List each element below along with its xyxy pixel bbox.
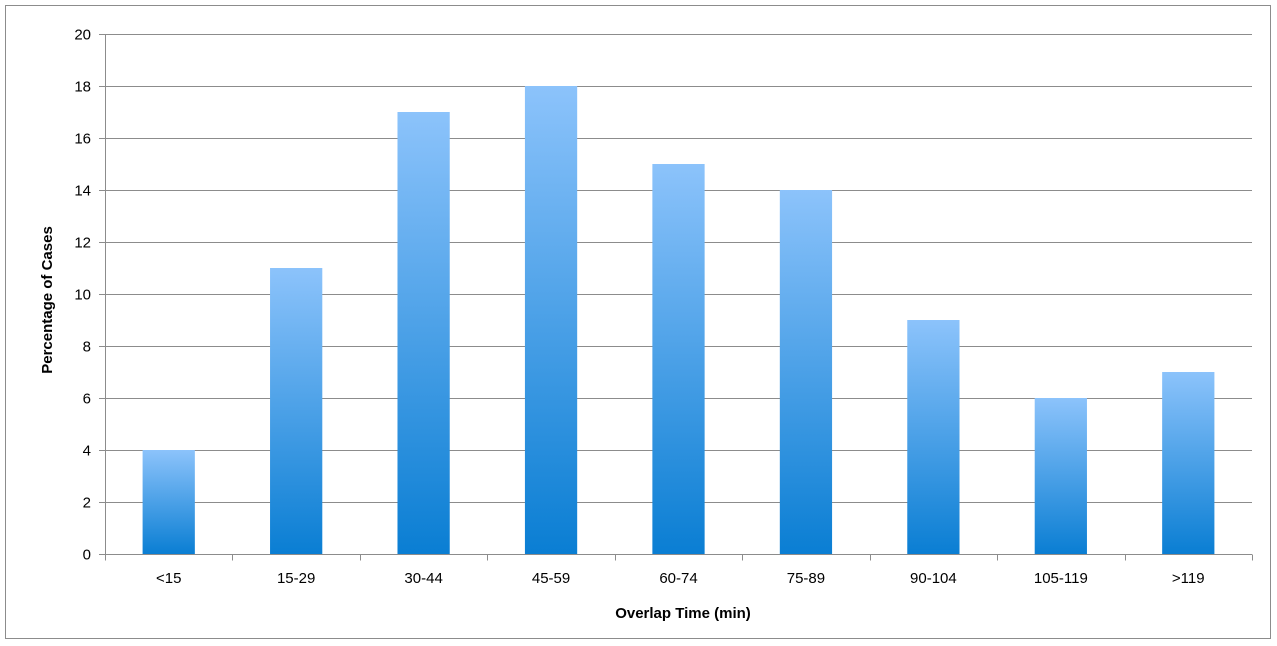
y-tick-label: 0 (83, 547, 91, 564)
x-tick-label: 15-29 (277, 570, 315, 587)
bar-5 (779, 190, 833, 554)
y-tick-label: 14 (74, 183, 91, 200)
bar-7 (1034, 398, 1087, 554)
y-tick-label: 8 (83, 339, 91, 356)
x-tick-label: 45-59 (532, 570, 570, 587)
bar-4 (652, 164, 705, 554)
y-tick-labels: 0 2 4 6 8 10 12 14 16 18 20 (74, 27, 91, 564)
bar-6 (907, 320, 960, 554)
y-tick-label: 10 (74, 287, 91, 304)
y-tick-label: 2 (83, 495, 91, 512)
y-tick-label: 12 (74, 235, 91, 252)
x-tick-labels: <15 15-29 30-44 45-59 60-74 75-89 90-104 105-11… (156, 570, 1205, 587)
axes (99, 34, 1253, 561)
bar-3 (524, 86, 578, 554)
x-tick-label: 90-104 (910, 570, 957, 587)
x-tick-label: <15 (156, 570, 181, 587)
bar-8 (1162, 372, 1215, 554)
bars (142, 86, 1215, 554)
bar-2 (397, 112, 450, 554)
x-tick-label: 75-89 (787, 570, 825, 587)
bar-0 (142, 450, 195, 554)
y-axis-title: Percentage of Cases (39, 226, 56, 374)
x-tick-label: 105-119 (1034, 570, 1088, 587)
x-tick-label: 30-44 (404, 570, 442, 587)
x-axis-title: Overlap Time (min) (615, 605, 751, 622)
y-tick-label: 20 (74, 27, 91, 44)
y-tick-label: 4 (83, 443, 91, 460)
y-tick-label: 6 (83, 391, 91, 408)
y-tick-label: 18 (74, 79, 91, 96)
x-tick-label: 60-74 (659, 570, 697, 587)
y-tick-label: 16 (74, 131, 91, 148)
x-tick-label: >119 (1172, 570, 1205, 587)
bar-1 (270, 268, 323, 554)
